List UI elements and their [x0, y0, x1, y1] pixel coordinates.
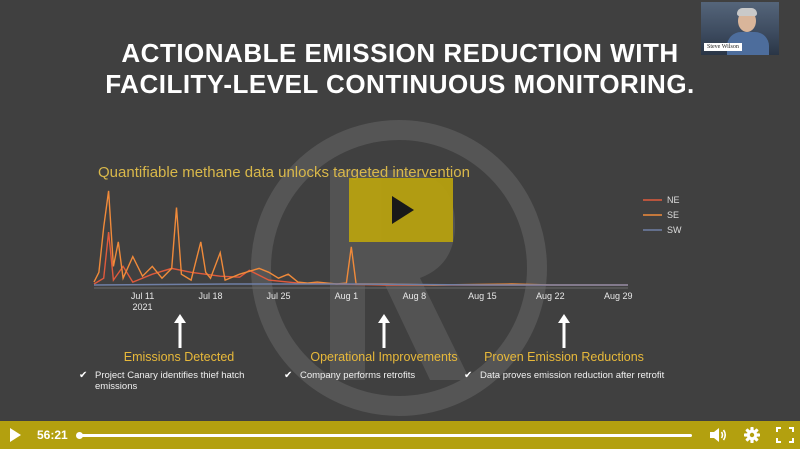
column-bullet: ✔ Company performs retrofits — [274, 370, 494, 381]
chart-legend: NE SE SW — [643, 195, 682, 235]
column-bullet: ✔ Data proves emission reduction after r… — [454, 370, 674, 381]
slide-title-line-1: ACTIONABLE EMISSION REDUCTION WITH — [121, 38, 679, 68]
column-bullet-text: Data proves emission reduction after ret… — [480, 370, 665, 381]
checkmark-icon: ✔ — [464, 370, 473, 381]
column-emissions-detected: Emissions Detected ✔ Project Canary iden… — [69, 350, 289, 392]
fullscreen-icon[interactable] — [775, 426, 795, 444]
column-heading: Emissions Detected — [123, 350, 235, 364]
settings-gear-icon[interactable] — [742, 426, 762, 444]
legend-label[interactable]: NE — [667, 195, 680, 205]
x-tick-label: Jul 18 — [198, 291, 222, 301]
video-control-bar: 56:21 — [0, 421, 800, 449]
legend-label[interactable]: SW — [667, 225, 682, 235]
video-play-overlay-button[interactable] — [349, 178, 453, 242]
column-heading: Proven Emission Reductions — [484, 350, 644, 364]
series-line-se — [93, 190, 628, 286]
slide-stage: ACTIONABLE EMISSION REDUCTION WITH FACIL… — [69, 2, 779, 416]
x-tick-label: Jul 25 — [266, 291, 290, 301]
current-time: 56:21 — [37, 428, 68, 442]
x-tick-label: Aug 22 — [536, 291, 565, 301]
column-bullet: ✔ Project Canary identifies thief hatch … — [69, 370, 289, 392]
play-icon[interactable] — [10, 428, 21, 442]
checkmark-icon: ✔ — [79, 370, 88, 381]
x-tick-label: Aug 8 — [403, 291, 427, 301]
webcam-overlay: Steve Wilson — [701, 2, 779, 55]
slide-subtitle: Quantifiable methane data unlocks target… — [98, 164, 470, 181]
volume-icon[interactable] — [708, 426, 728, 444]
column-heading: Operational Improvements — [310, 350, 458, 364]
column-bullet-text: Project Canary identifies thief hatch em… — [95, 370, 245, 392]
progress-bar[interactable] — [76, 432, 692, 439]
column-proven-reductions: Proven Emission Reductions ✔ Data proves… — [454, 350, 674, 381]
arrow-up-icon — [558, 314, 570, 348]
column-bullet-text: Company performs retrofits — [300, 370, 416, 381]
chart-series-layer — [93, 190, 628, 286]
x-tick-label: Jul 11 — [131, 291, 154, 301]
slide-title-line-2: FACILITY-LEVEL CONTINUOUS MONITORING. — [105, 69, 695, 99]
x-tick-label: Aug 15 — [468, 291, 497, 301]
arrow-up-icon — [174, 314, 186, 348]
x-tick-label: Aug 29 — [604, 291, 633, 301]
column-operational-improvements: Operational Improvements ✔ Company perfo… — [274, 350, 494, 381]
x-tick-sublabel: 2021 — [133, 302, 153, 312]
progress-handle[interactable] — [76, 432, 84, 439]
presenter-name-label: Steve Wilson — [704, 43, 742, 51]
x-tick-label: Aug 1 — [335, 291, 359, 301]
arrow-up-icon — [378, 314, 390, 348]
legend-label[interactable]: SE — [667, 210, 679, 220]
series-line-sw — [93, 283, 628, 286]
checkmark-icon: ✔ — [284, 370, 293, 381]
play-icon — [392, 196, 414, 224]
